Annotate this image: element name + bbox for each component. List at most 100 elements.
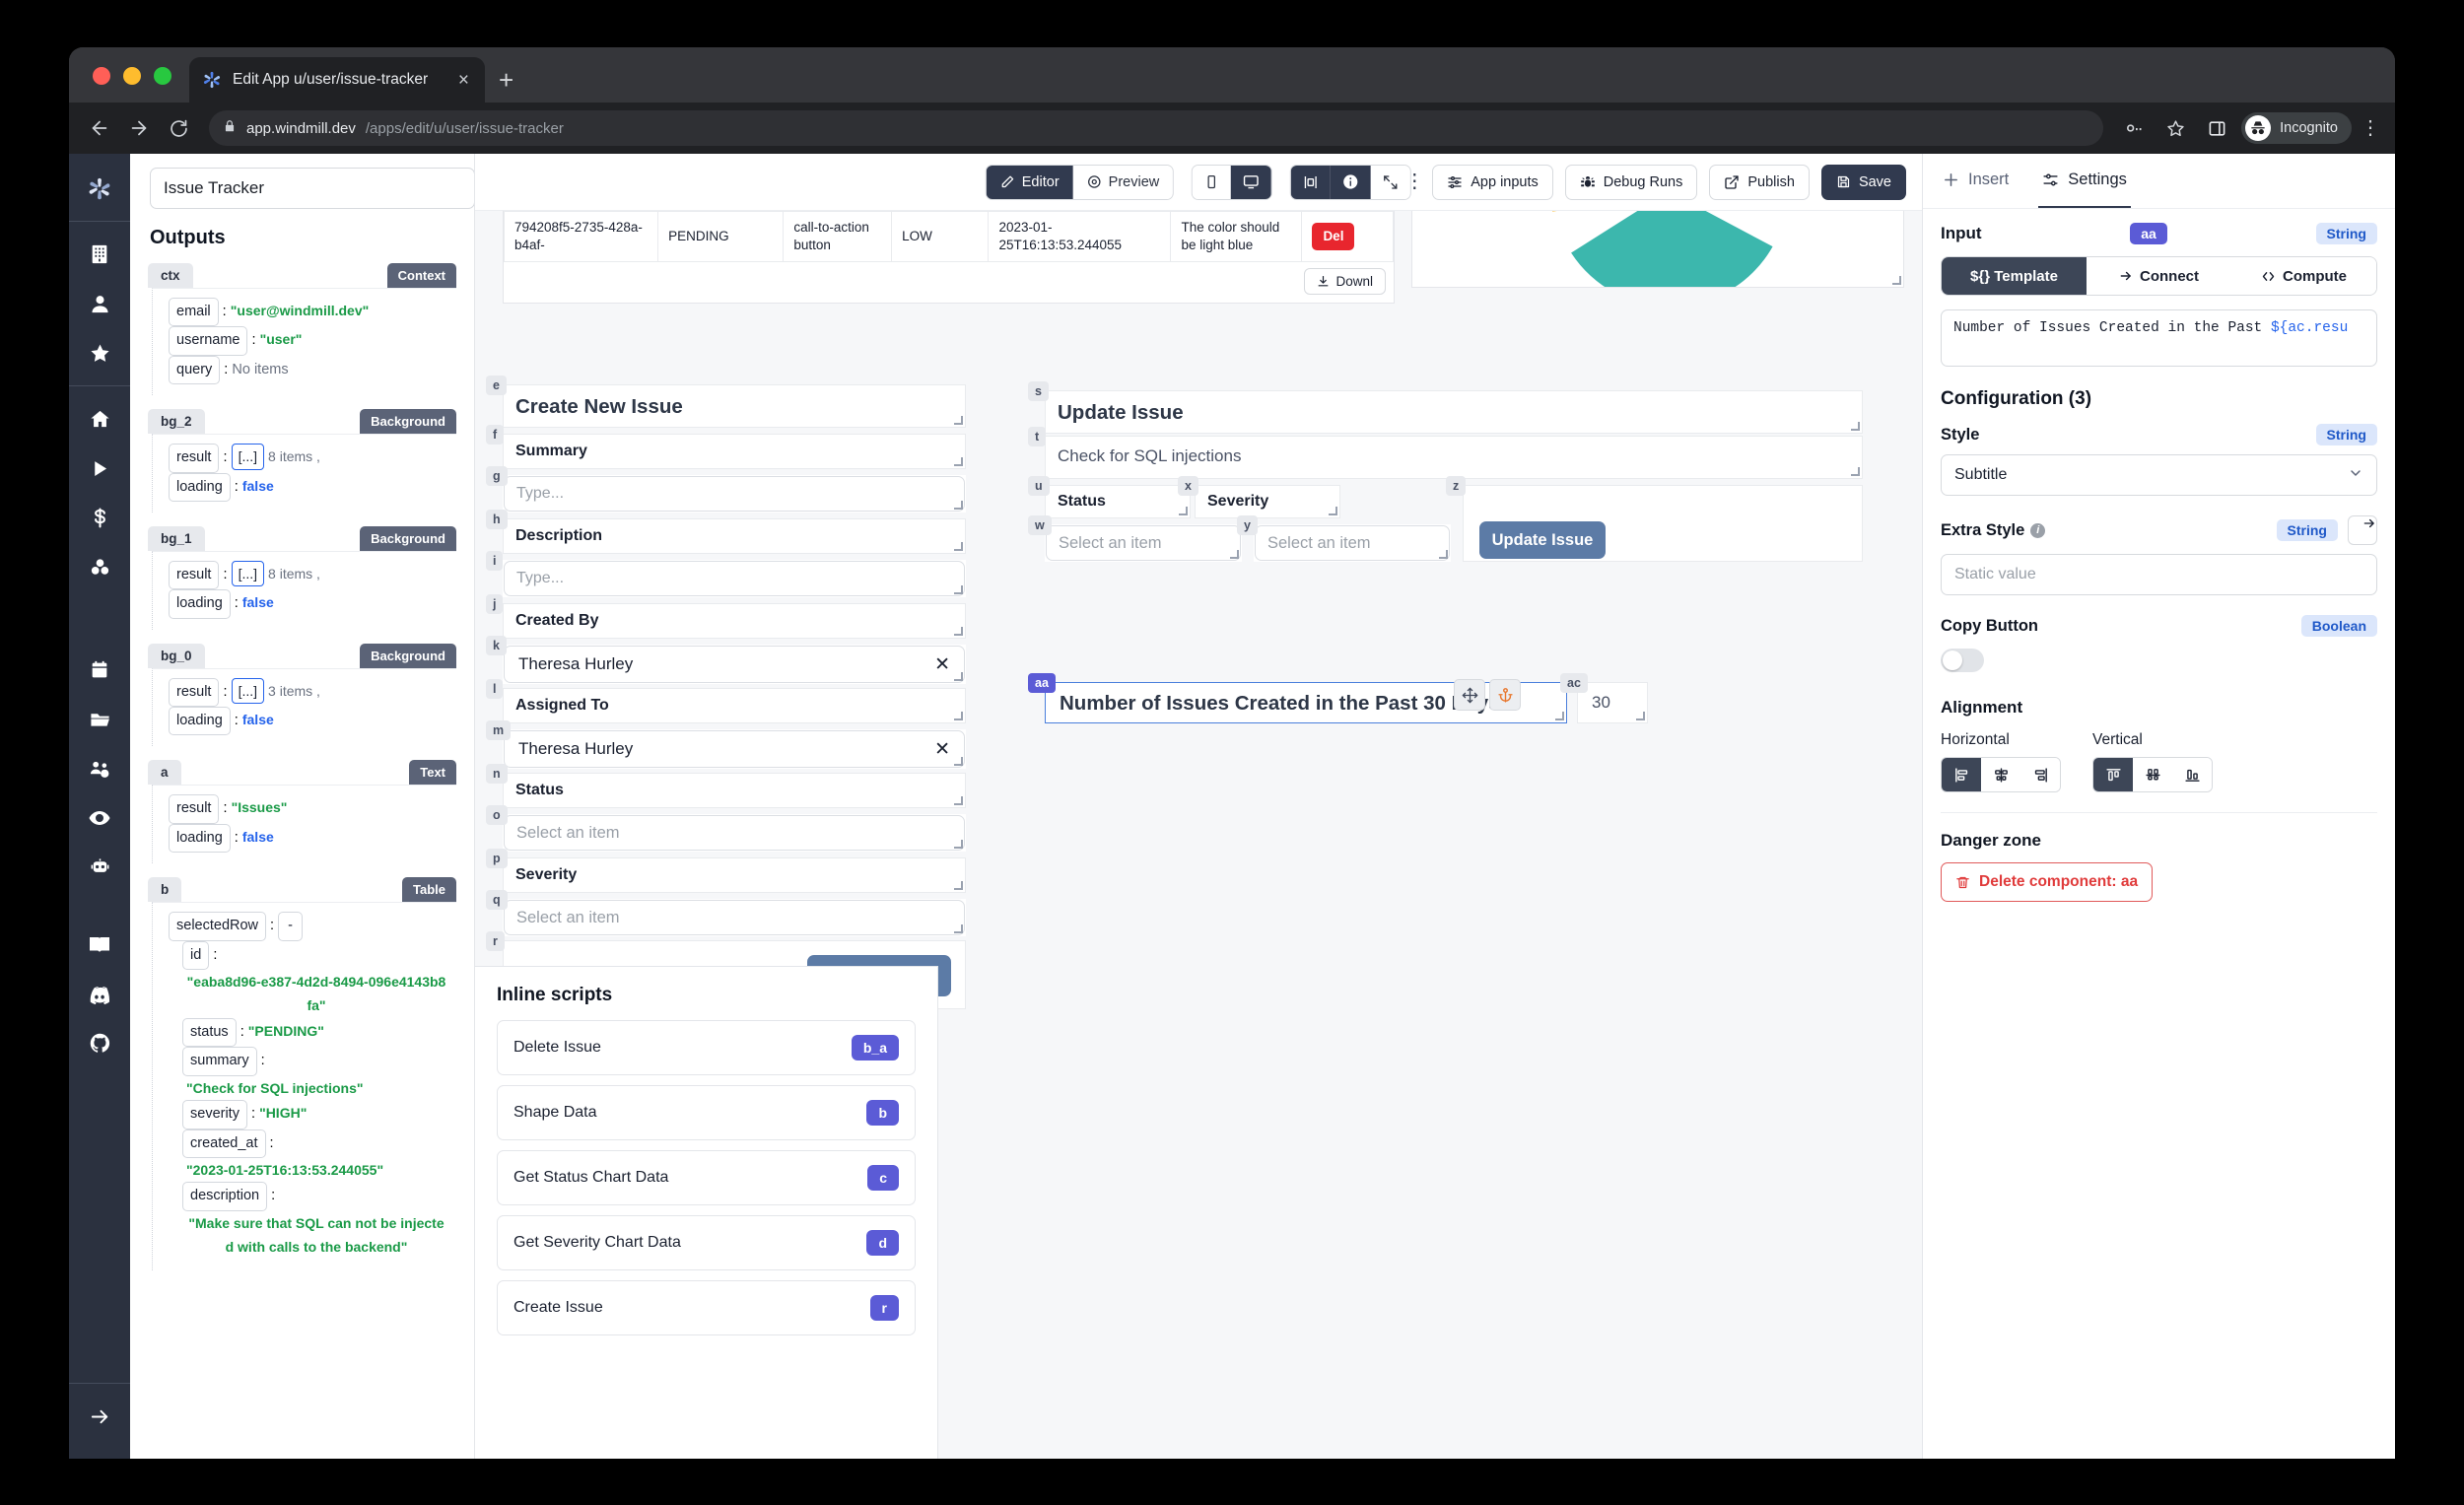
resize-handle[interactable] (1892, 276, 1901, 285)
resize-handle[interactable] (954, 881, 963, 890)
resize-handle[interactable] (954, 840, 963, 849)
back-icon[interactable] (83, 111, 116, 145)
create-description-field[interactable]: i (486, 551, 966, 597)
status-pie-chart[interactable] (1411, 211, 1904, 288)
delete-component-button[interactable]: Delete component: aa (1941, 862, 2154, 902)
script-chip[interactable]: c (867, 1165, 899, 1191)
bookmark-star-icon[interactable] (2158, 111, 2192, 145)
table-row[interactable]: 794208f5-2735-428a-b4af- PENDING call-to… (504, 211, 1394, 263)
desktop-view-icon[interactable] (1231, 165, 1272, 199)
create-assignedto-field[interactable]: m Theresa Hurley ✕ (486, 720, 966, 769)
input-mode-toggle[interactable]: ${} Template Connect Compute (1941, 256, 2377, 296)
component-tag[interactable]: g (486, 466, 508, 486)
docs-book-icon[interactable] (69, 920, 130, 969)
component-tag[interactable]: f (486, 425, 505, 445)
script-item[interactable]: Delete Issue b_a (497, 1020, 916, 1075)
anchor-handle-icon[interactable] (1489, 679, 1521, 711)
schedules-calendar-icon[interactable] (69, 646, 130, 695)
info-icon[interactable] (1331, 165, 1372, 199)
device-size-toggle[interactable] (1192, 164, 1273, 200)
mobile-view-icon[interactable] (1193, 165, 1232, 199)
align-right-icon[interactable] (2020, 758, 2060, 791)
update-severity-label[interactable]: x Severity (1178, 476, 1340, 518)
component-tag[interactable]: u (1028, 476, 1050, 496)
app-canvas[interactable]: 794208f5-2735-428a-b4af- PENDING call-to… (475, 211, 1922, 1459)
new-tab-button[interactable]: + (499, 65, 514, 95)
component-tag[interactable]: e (486, 376, 507, 395)
maximize-window-button[interactable] (154, 67, 171, 85)
output-key[interactable]: b (148, 877, 182, 903)
create-severity-field[interactable]: q Select an item (486, 890, 966, 936)
debug-runs-button[interactable]: Debug Runs (1564, 164, 1698, 200)
output-key[interactable]: a (148, 760, 181, 786)
component-tag-selected[interactable]: aa (1028, 673, 1056, 693)
component-tag[interactable]: x (1178, 476, 1198, 496)
profile-incognito-pill[interactable]: Incognito (2241, 112, 2352, 144)
resize-handle[interactable] (1851, 422, 1860, 431)
output-key[interactable]: bg_2 (148, 409, 205, 435)
component-tag[interactable]: q (486, 890, 508, 910)
create-createdby-label[interactable]: j Created By (486, 594, 966, 639)
align-middle-icon[interactable] (2133, 758, 2172, 791)
create-assignedto-label[interactable]: l Assigned To (486, 679, 966, 723)
resize-handle[interactable] (954, 627, 963, 636)
delete-row-button[interactable]: Del (1312, 223, 1355, 251)
workers-robot-icon[interactable] (69, 843, 130, 892)
template-code-editor[interactable]: Number of Issues Created in the Past ${a… (1941, 309, 2377, 367)
status-select[interactable]: Select an item (504, 815, 965, 851)
create-summary-label[interactable]: f Summary (486, 425, 966, 469)
align-bottom-icon[interactable] (2172, 758, 2212, 791)
minimize-window-button[interactable] (123, 67, 141, 85)
create-form-title[interactable]: e Create New Issue (486, 376, 966, 428)
reload-icon[interactable] (162, 111, 195, 145)
component-tag[interactable]: l (486, 679, 504, 699)
fullscreen-icon[interactable] (1371, 165, 1411, 199)
component-tag[interactable]: j (486, 594, 504, 614)
resize-handle[interactable] (954, 501, 963, 510)
component-tag[interactable]: r (486, 931, 505, 951)
tab-editor[interactable]: Editor (986, 165, 1073, 199)
browser-tab[interactable]: Edit App u/user/issue-tracker × (189, 57, 485, 103)
clear-icon[interactable]: ✕ (934, 653, 950, 675)
close-window-button[interactable] (93, 67, 110, 85)
resize-handle[interactable] (1851, 467, 1860, 476)
update-issue-button[interactable]: Update Issue (1479, 521, 1606, 559)
windmill-logo-icon[interactable] (69, 164, 130, 213)
github-icon[interactable] (69, 1018, 130, 1067)
app-name-input[interactable] (150, 168, 474, 209)
update-status-label[interactable]: u Status (1028, 476, 1191, 518)
audit-eye-icon[interactable] (69, 793, 130, 843)
output-key[interactable]: ctx (148, 263, 193, 288)
resize-handle[interactable] (954, 542, 963, 551)
outputs-scroll[interactable]: ctx Context email : "user@windmill.dev" … (130, 263, 474, 1459)
discord-icon[interactable] (69, 969, 130, 1018)
home-icon[interactable] (69, 394, 130, 444)
align-center-icon[interactable] (1981, 758, 2020, 791)
resize-handle[interactable] (954, 416, 963, 425)
neighbor-number-component[interactable]: ac 30 (1560, 673, 1648, 723)
script-chip[interactable]: r (869, 1295, 899, 1321)
groups-settings-icon[interactable] (69, 744, 130, 793)
update-summary-text[interactable]: t Check for SQL injections (1028, 427, 1863, 479)
panel-layout-icon[interactable] (1291, 165, 1332, 199)
component-tag[interactable]: o (486, 805, 508, 825)
output-key[interactable]: bg_1 (148, 525, 205, 551)
component-tag[interactable]: t (1028, 427, 1047, 446)
clear-icon[interactable]: ✕ (934, 738, 950, 760)
copy-button-toggle[interactable] (1941, 649, 1984, 672)
script-item[interactable]: Shape Data b (497, 1085, 916, 1140)
create-description-label[interactable]: h Description (486, 510, 966, 554)
tab-preview[interactable]: Preview (1072, 165, 1174, 199)
style-select[interactable]: Subtitle (1941, 454, 2377, 496)
extra-style-mode-toggle[interactable] (2348, 515, 2377, 545)
mode-connect[interactable]: Connect (2087, 257, 2231, 295)
component-tag[interactable]: n (486, 764, 508, 784)
info-icon[interactable]: i (2030, 522, 2046, 538)
resize-handle[interactable] (954, 585, 963, 594)
resize-handle[interactable] (1329, 507, 1337, 515)
create-status-label[interactable]: n Status (486, 764, 966, 808)
resize-handle[interactable] (954, 457, 963, 466)
address-bar[interactable]: app.windmill.dev /apps/edit/u/user/issue… (209, 110, 2104, 146)
tab-insert[interactable]: Insert (1939, 154, 2013, 208)
component-tag[interactable]: w (1028, 515, 1052, 535)
